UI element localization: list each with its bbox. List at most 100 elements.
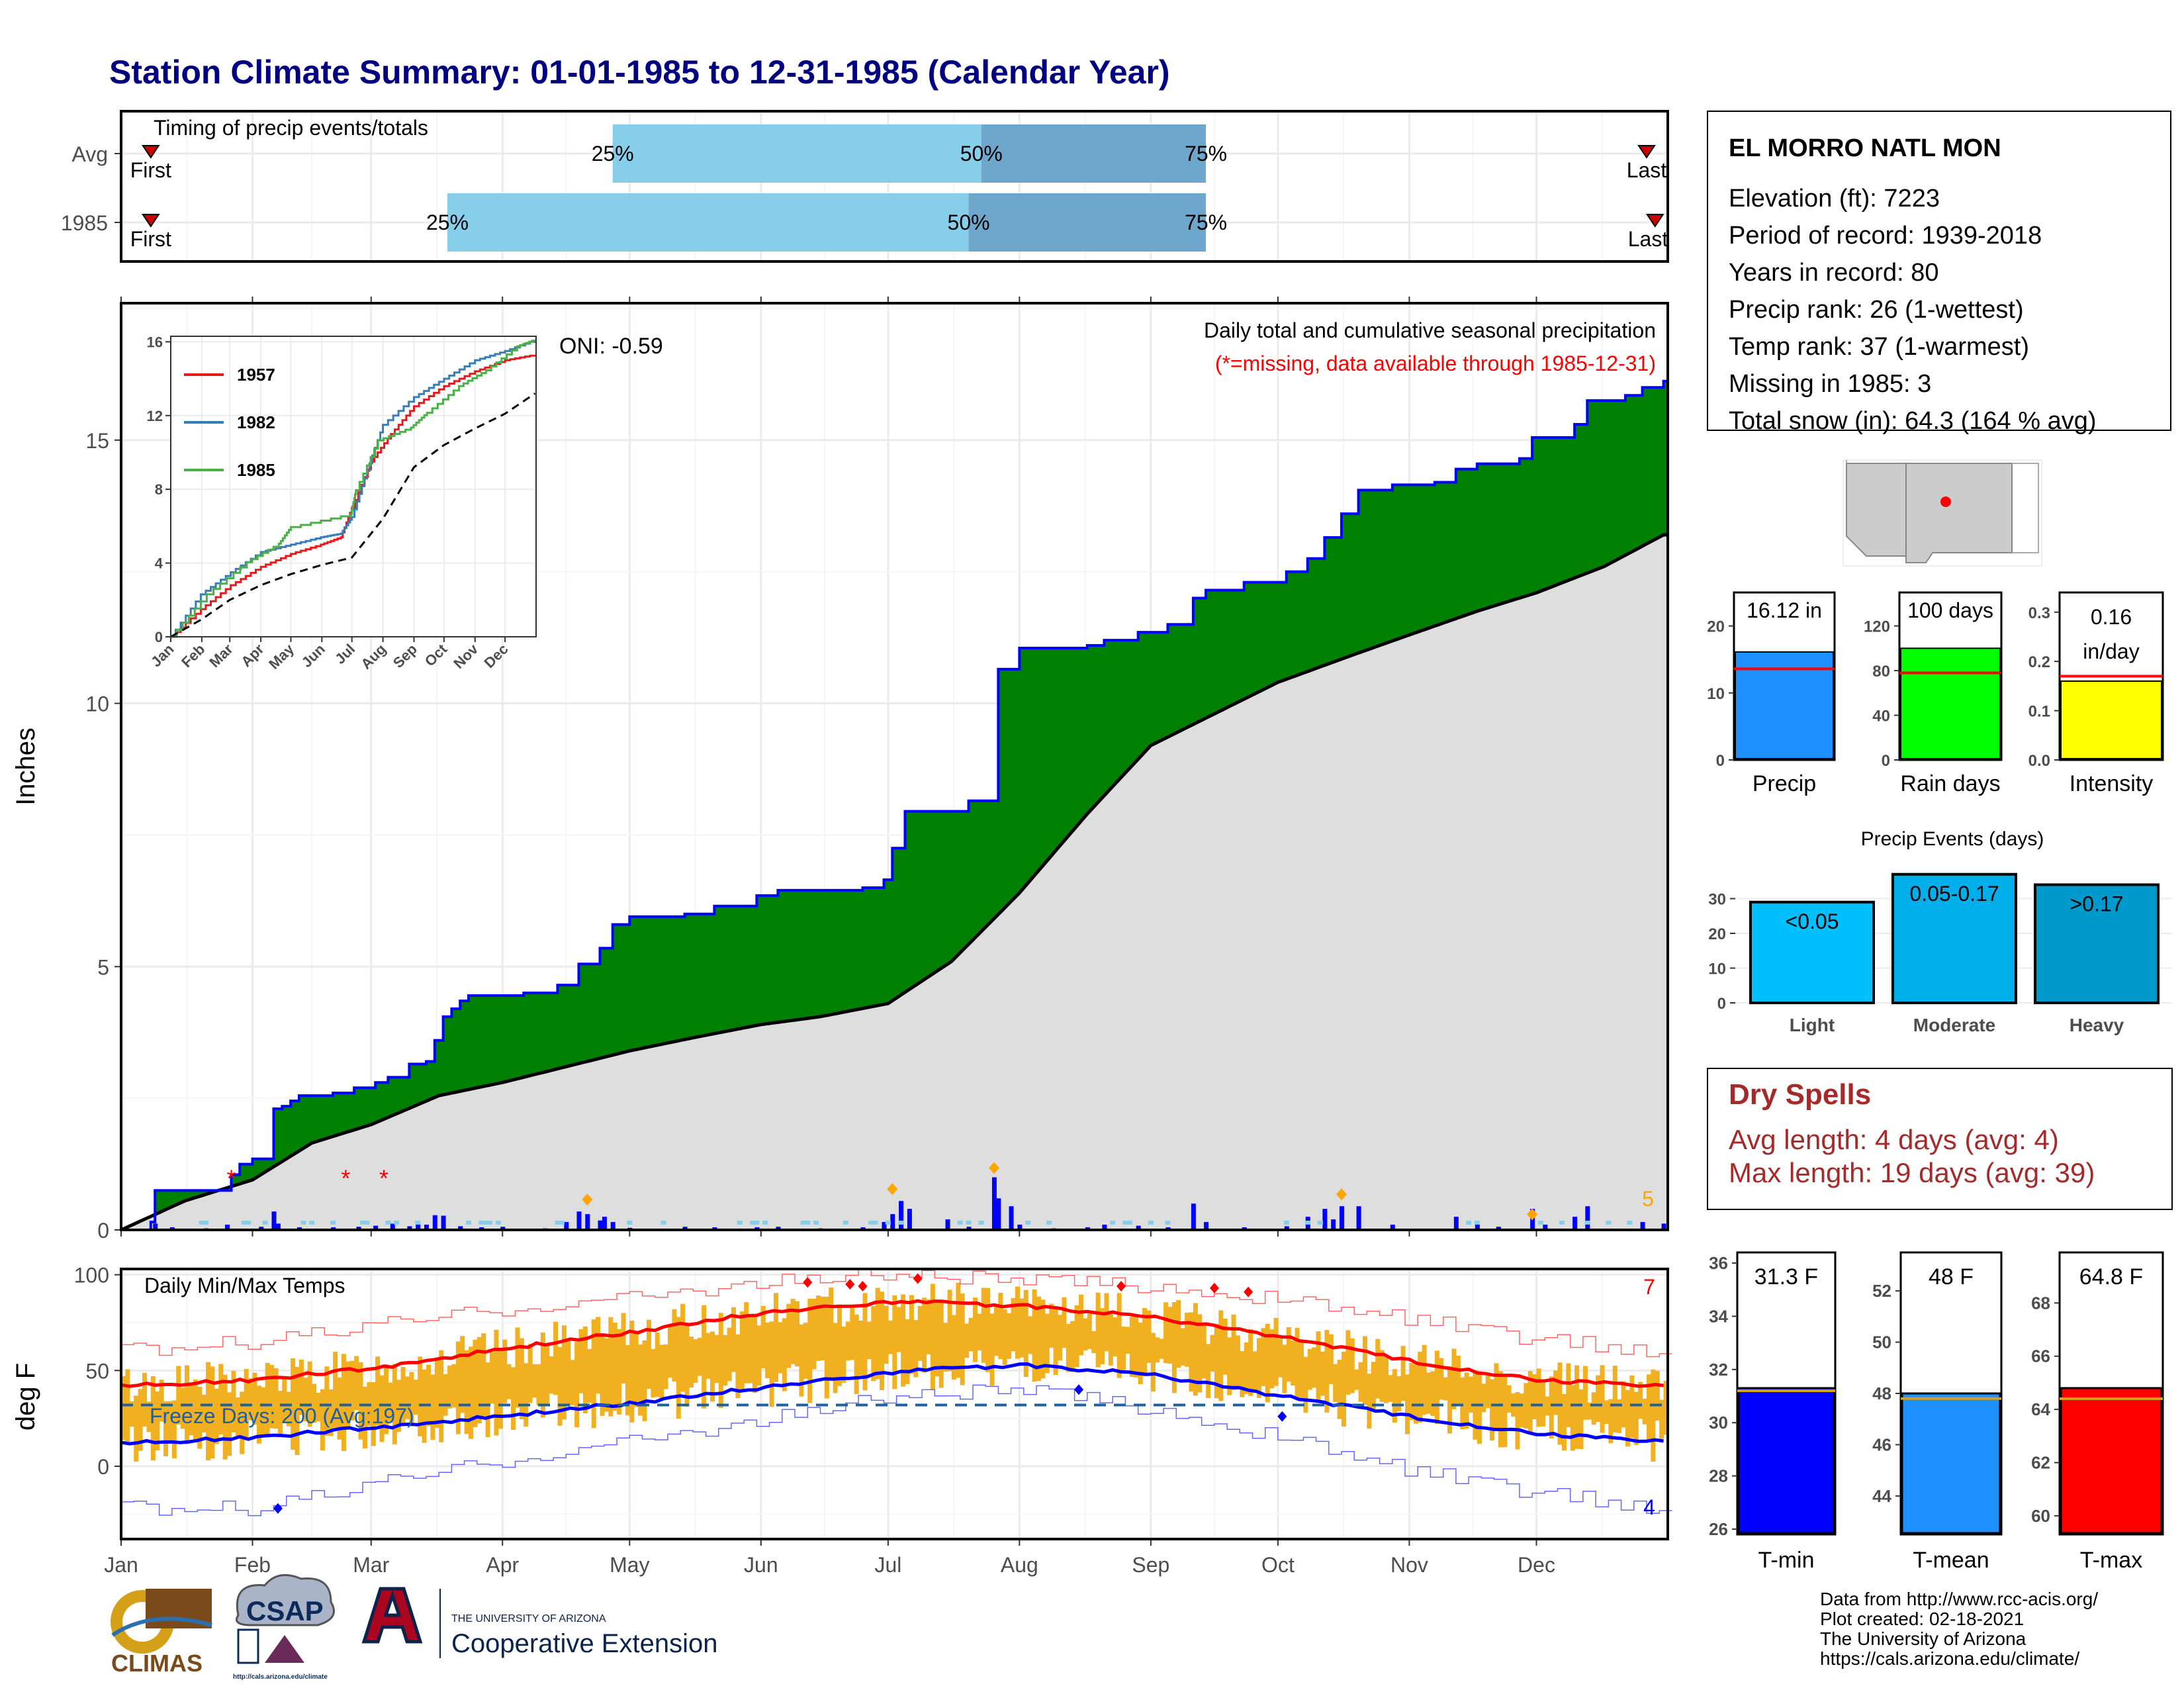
tempbar-value-label-2: 64.8 F [2079,1264,2143,1289]
temp-daily-range [527,1344,533,1403]
temp-daily-range [409,1372,414,1426]
precip-trace-mark [1466,1221,1472,1225]
timing-p50-label: 50% [960,142,1003,165]
temp-daily-range [774,1293,779,1382]
precip-trace-mark [1559,1221,1565,1225]
precip-trace-mark [978,1221,984,1225]
timing-first-label: First [130,227,171,251]
temp-daily-range [231,1370,236,1433]
precip-extreme-marker [988,1162,999,1174]
summary-bar-2 [2060,680,2162,759]
temp-daily-range [303,1378,308,1422]
temp-record-low-marker [1277,1411,1287,1422]
temp-daily-range [866,1321,872,1360]
summary-ytick-label: 0.3 [2028,604,2050,622]
temp-daily-range [218,1364,224,1435]
temp-daily-range [807,1298,813,1403]
events-ytick-label: 30 [1708,891,1726,909]
temp-daily-range [1337,1360,1342,1419]
precip-daily-bar [882,1222,887,1230]
tempbar-ytick-label: 44 [1872,1486,1891,1506]
temp-daily-range [1379,1350,1385,1402]
temp-daily-range [134,1395,139,1462]
credit-line-1: Data from http://www.rcc-acis.org/ [1820,1589,2098,1609]
precip-border [120,302,1669,1231]
precip-daily-bar [1331,1219,1336,1230]
precip-daily-bar [776,1227,781,1230]
temp-daily-range [1570,1385,1575,1451]
summary-value-label-2-unit: in/day [2083,639,2139,663]
tempbar-ytick-label: 62 [2031,1452,2050,1472]
summary-ytick-label: 0.2 [2028,653,2050,671]
precip-daily-bar [1475,1225,1480,1230]
temp-daily-range [1316,1331,1321,1403]
inset-ytick-label: 4 [155,555,163,572]
page-title: Station Climate Summary: 01-01-1985 to 1… [109,54,1170,91]
precip-daily-bar [1009,1206,1014,1230]
timing-panel: 25% 50% 75% First Last Avg 25% 50% 75% First Last 1… [61,110,1696,263]
temp-daily-range [1371,1362,1376,1410]
temp-ytick-label: 50 [85,1359,109,1383]
precip-trace-mark [359,1221,365,1225]
temp-daily-range [1295,1327,1300,1399]
temp-daily-range [324,1366,330,1436]
temp-daily-range [316,1392,321,1422]
temp-daily-range [841,1326,846,1383]
temp-daily-range [1536,1368,1541,1427]
temp-daily-range [439,1350,444,1442]
temp-daily-range [214,1388,219,1444]
precip-daily-bar [390,1223,395,1230]
temp-record-high-marker [1209,1282,1219,1293]
temp-daily-range [362,1386,367,1449]
station-line-6: Missing in 1985: 3 [1729,370,1931,398]
tempbar-bar-1 [1901,1392,2001,1534]
temp-daily-range [752,1314,758,1393]
precip-daily-bar [899,1201,904,1230]
inset-ytick-label: 12 [147,408,163,424]
temp-daily-range [1596,1375,1601,1423]
temp-daily-range [845,1321,850,1361]
precip-extreme-marker [887,1183,898,1196]
temp-daily-range [1506,1385,1512,1413]
events-bar-0 [1749,900,1875,1004]
timing-p25-label: 25% [426,211,469,234]
summary-value-label-2: 0.16 [2091,605,2132,629]
precip-trace-mark [762,1221,768,1225]
temp-daily-range [608,1317,614,1417]
temp-daily-range [481,1333,486,1416]
temp-daily-range [1180,1328,1185,1366]
temp-daily-range [993,1305,999,1356]
temp-daily-range [379,1375,385,1442]
precip-trace-mark [1606,1221,1612,1225]
timing-p75-label: 75% [1185,211,1227,234]
timing-first-marker [141,214,160,228]
credit-line-4: https://cals.arizona.edu/climate/ [1820,1648,2079,1669]
temp-daily-range [1455,1356,1461,1404]
precip-daily-bar [1017,1225,1023,1230]
temp-daily-range [1273,1317,1279,1386]
temp-daily-range [1150,1333,1156,1392]
precip-trace-mark [737,1221,743,1225]
temp-daily-range [1040,1299,1046,1379]
temp-daily-range [1515,1392,1520,1450]
temp-daily-range [1400,1346,1406,1401]
station-name: EL MORRO NATL MON [1729,134,2001,162]
climas-logo-text: CLIMAS [111,1650,203,1677]
precip-daily-bar [407,1226,412,1230]
csap-logo-text: CSAP [246,1595,324,1626]
temp-daily-range [197,1387,203,1449]
precip-trace-mark [966,1221,972,1225]
temp-daily-range [1490,1379,1495,1441]
temp-daily-range [1553,1370,1559,1415]
tempbar-ytick-label: 48 [1872,1383,1891,1403]
events-category-2: Heavy [2070,1015,2124,1035]
temp-daily-range [570,1360,575,1405]
temp-daily-range [286,1391,291,1427]
temp-daily-range [1291,1340,1296,1385]
temp-daily-range [1307,1348,1312,1390]
precip-missing-star: * [341,1164,350,1192]
temp-daily-range [1527,1371,1533,1434]
precip-daily-bar [1284,1226,1289,1230]
tempbar-label-1: T-mean [1913,1548,1989,1573]
precip-trace-mark [1584,1221,1590,1225]
